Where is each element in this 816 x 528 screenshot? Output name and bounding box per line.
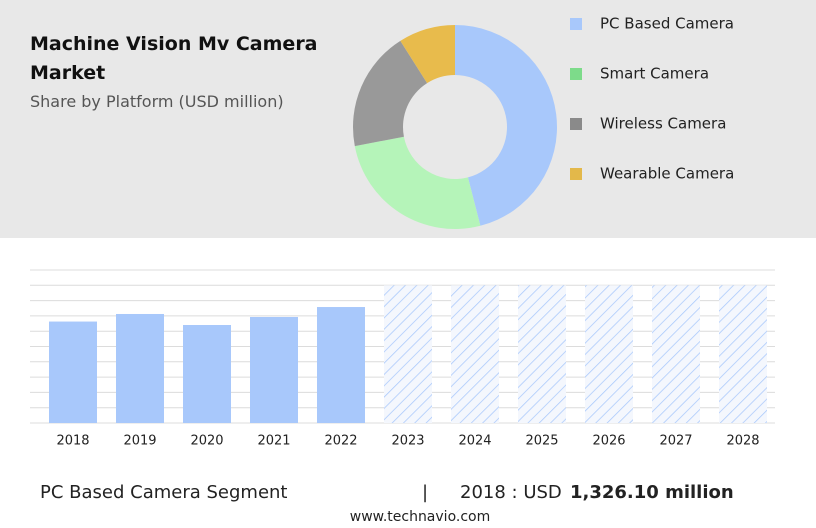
legend-label: Smart Camera [600, 65, 709, 83]
donut-slice [400, 25, 455, 84]
source: www.technavio.com [350, 509, 491, 525]
bar [585, 285, 633, 423]
bar [652, 285, 700, 423]
x-tick-label: 2021 [257, 434, 290, 449]
x-tick-label: 2028 [726, 434, 759, 449]
legend-label: Wireless Camera [600, 115, 726, 133]
legend-marker [570, 18, 582, 30]
x-tick-label: 2019 [123, 434, 156, 449]
chart-title: Machine Vision Mv Camera Market [30, 33, 318, 84]
footer-value: 1,326.10 million [570, 482, 734, 503]
donut-slice [353, 40, 428, 147]
chart-subtitle: Share by Platform (USD million) [30, 92, 284, 111]
bar [719, 285, 767, 423]
donut-slice [354, 136, 481, 229]
x-tick-label: 2018 [56, 434, 89, 449]
footer-separator: | [422, 482, 428, 503]
x-tick-label: 2020 [190, 434, 223, 449]
x-tick-label: 2022 [324, 434, 357, 449]
bar [49, 321, 97, 423]
bar [518, 285, 566, 423]
donut-slice [455, 25, 557, 226]
bar [183, 325, 231, 423]
legend-marker [570, 118, 582, 130]
x-tick-label: 2025 [525, 434, 558, 449]
legend-marker [570, 168, 582, 180]
bar [451, 285, 499, 423]
legend-marker [570, 68, 582, 80]
bar [317, 307, 365, 423]
bar [384, 285, 432, 423]
bar [116, 313, 164, 423]
legend-label: PC Based Camera [600, 15, 734, 33]
footer-segment: PC Based Camera Segment [40, 482, 287, 503]
footer-year: 2018 : USD [460, 482, 562, 503]
x-tick-label: 2026 [592, 434, 625, 449]
x-tick-label: 2024 [458, 434, 491, 449]
x-tick-label: 2023 [391, 434, 424, 449]
x-tick-label: 2027 [659, 434, 692, 449]
legend-label: Wearable Camera [600, 165, 734, 183]
bar [250, 316, 298, 423]
